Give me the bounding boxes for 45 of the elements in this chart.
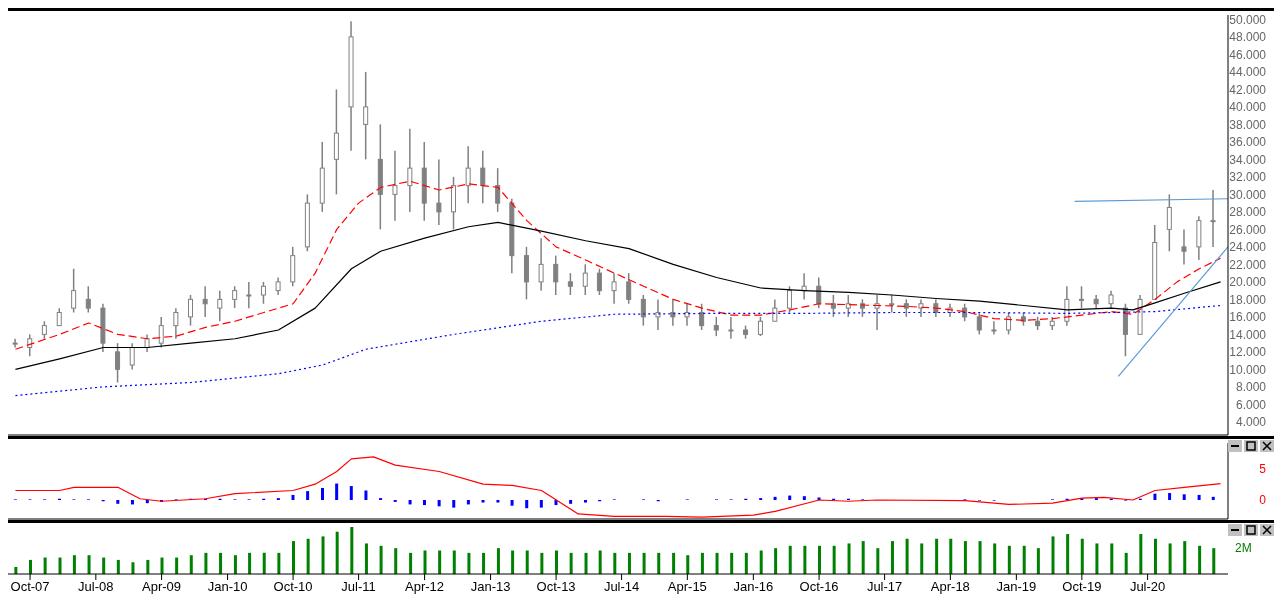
y-tick-label: 14.000 [1229, 327, 1267, 342]
y-tick-label: 20.000 [1229, 275, 1267, 290]
y-tick-label: 18.000 [1229, 292, 1267, 307]
y-tick-label: 6.000 [1235, 397, 1267, 412]
x-tick-label: Jul-20 [1129, 579, 1166, 595]
x-tick-label: Oct-13 [536, 579, 576, 595]
x-tick-label: Oct-19 [1062, 579, 1102, 595]
text: 2M [1235, 541, 1252, 555]
y-tick-label: 38.000 [1229, 117, 1267, 132]
x-tick-label: Apr-12 [405, 579, 445, 595]
y-tick-label: 0 [1259, 493, 1267, 508]
x-tick-label: Jul-11 [341, 579, 376, 595]
x-tick-label: Jul-08 [78, 579, 114, 595]
y-tick-label: 12.000 [1229, 345, 1267, 360]
x-tick-label: Oct-10 [273, 579, 313, 595]
x-tick-label: Jul-17 [866, 579, 903, 595]
x-tick-label: Jan-19 [996, 579, 1037, 595]
y-tick-label: 30.000 [1229, 187, 1267, 202]
y-tick-label: 42.000 [1229, 82, 1267, 97]
x-tick-label: Oct-16 [799, 579, 839, 595]
y-tick-label: 16.000 [1229, 310, 1267, 325]
y-tick-label: 48.000 [1229, 30, 1267, 45]
y-tick-label: 26.000 [1229, 222, 1267, 237]
y-tick-label: 40.000 [1229, 100, 1267, 115]
x-tick-label: Apr-15 [667, 579, 707, 595]
y-tick-label: 50.000 [1229, 12, 1267, 27]
x-tick-label: Jul-14 [603, 579, 640, 595]
x-tick-label: Apr-09 [142, 579, 182, 595]
y-tick-label: 46.000 [1229, 47, 1267, 62]
y-tick-label: 22.000 [1229, 257, 1267, 272]
x-tick-label: Jan-13 [470, 579, 511, 595]
x-tick-label: Jan-10 [207, 579, 248, 595]
y-tick-label: 36.000 [1229, 135, 1267, 150]
y-tick-label: 8.000 [1235, 380, 1267, 395]
x-tick-label: Oct-07 [10, 579, 50, 595]
y-tick-label: 4.000 [1235, 415, 1267, 430]
y-tick-label: 34.000 [1229, 152, 1267, 167]
x-tick-label: Jan-16 [733, 579, 774, 595]
y-tick-label: 44.000 [1229, 65, 1267, 80]
y-tick-label: 32.000 [1229, 170, 1267, 185]
y-tick-label: 5 [1259, 461, 1267, 476]
x-tick-label: Apr-18 [930, 579, 970, 595]
y-tick-label: 10.000 [1229, 362, 1267, 377]
y-tick-label: 28.000 [1229, 205, 1267, 220]
y-tick-label: 24.000 [1229, 240, 1267, 255]
